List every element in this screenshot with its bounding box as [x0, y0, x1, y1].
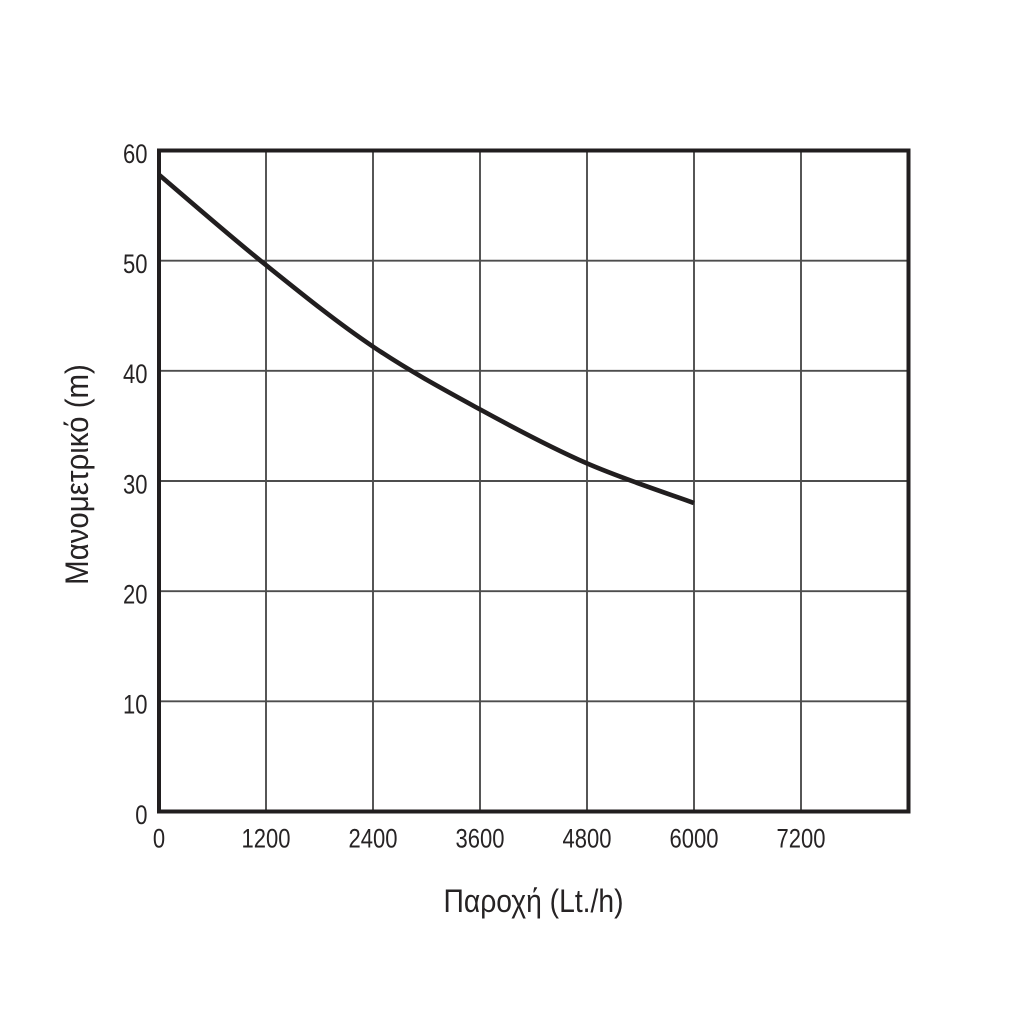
svg-text:3600: 3600: [456, 824, 505, 854]
svg-text:7200: 7200: [777, 824, 826, 854]
svg-text:40: 40: [123, 360, 147, 390]
svg-text:0: 0: [153, 824, 165, 854]
svg-text:2400: 2400: [349, 824, 398, 854]
svg-text:10: 10: [123, 691, 147, 721]
svg-text:20: 20: [123, 581, 147, 611]
svg-text:4800: 4800: [563, 824, 612, 854]
svg-text:6000: 6000: [670, 824, 719, 854]
svg-text:50: 50: [123, 250, 147, 280]
svg-text:Μανομετρικό (m): Μανομετρικό (m): [59, 364, 96, 585]
svg-text:1200: 1200: [242, 824, 291, 854]
svg-text:Παροχή (Lt./h): Παροχή (Lt./h): [443, 883, 623, 919]
svg-text:30: 30: [123, 470, 147, 500]
svg-text:0: 0: [135, 801, 147, 831]
svg-text:60: 60: [123, 140, 147, 170]
